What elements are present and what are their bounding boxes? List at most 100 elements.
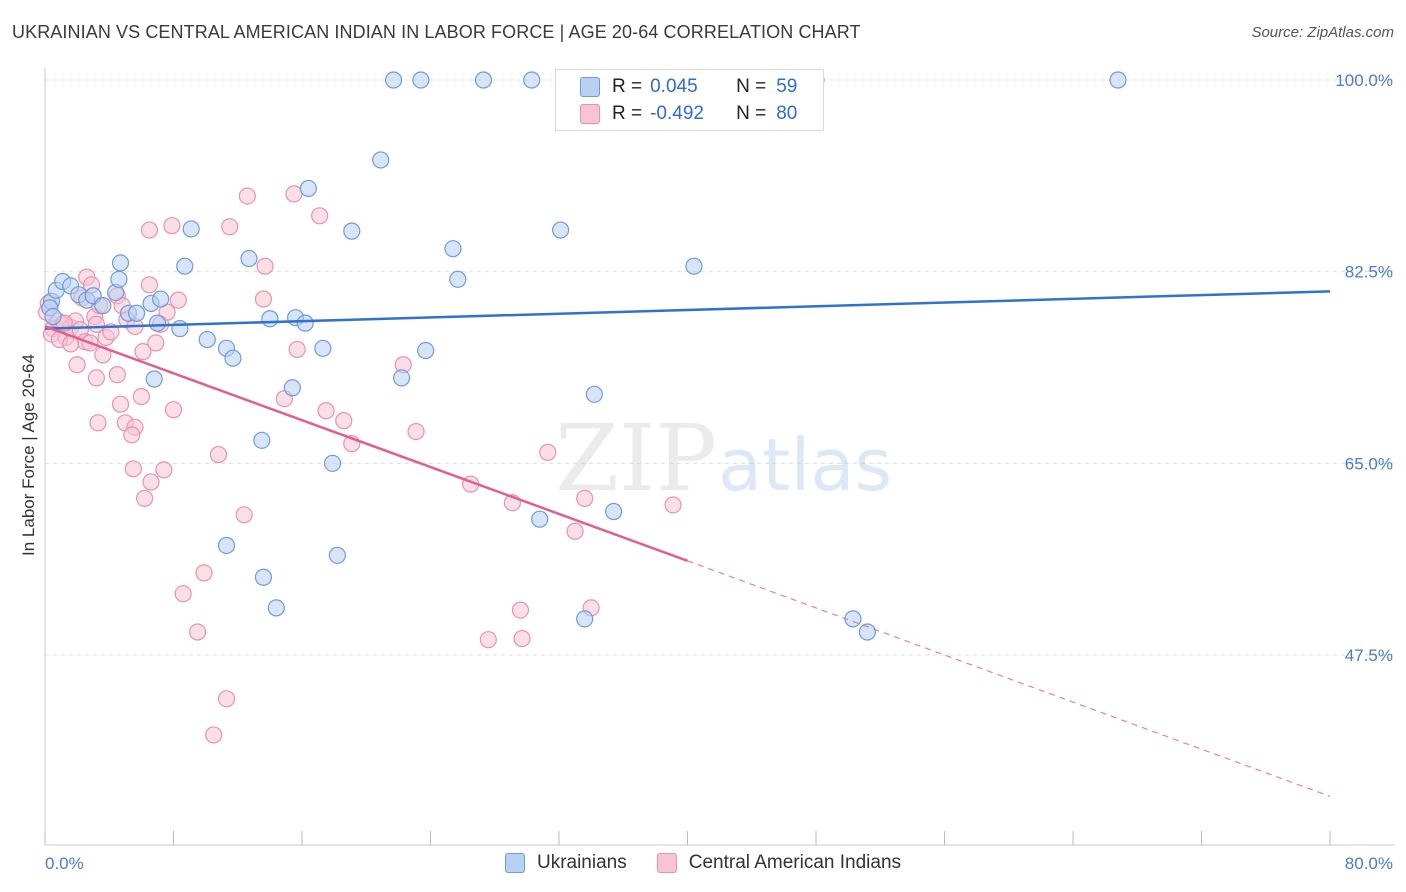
point-central-american-indians (317, 402, 335, 420)
point-central-american-indians (311, 207, 329, 225)
point-ukrainians (152, 290, 170, 308)
point-central-american-indians (111, 395, 130, 413)
point-central-american-indians (140, 221, 159, 239)
legend-r-label: R = (612, 103, 643, 124)
point-central-american-indians (134, 343, 152, 361)
series-ukrainians-points (41, 71, 1127, 641)
point-ukrainians (372, 151, 390, 169)
point-central-american-indians (195, 564, 213, 582)
point-ukrainians (110, 270, 128, 288)
point-central-american-indians (132, 387, 150, 406)
point-central-american-indians (108, 366, 126, 384)
point-ukrainians (444, 240, 462, 258)
point-central-american-indians (217, 690, 236, 708)
point-central-american-indians (221, 218, 239, 236)
point-ukrainians (474, 71, 493, 89)
point-ukrainians (145, 370, 163, 388)
point-ukrainians (392, 369, 411, 387)
point-ukrainians (323, 454, 342, 472)
point-central-american-indians (407, 422, 425, 441)
x-tick-label: 0.0% (45, 854, 84, 873)
point-central-american-indians (87, 369, 106, 387)
point-ukrainians (1109, 71, 1127, 89)
point-ukrainians (94, 297, 112, 315)
point-ukrainians (585, 385, 603, 403)
legend-label-ukrainians: Ukrainians (536, 852, 627, 873)
series-legend: Ukrainians Central American Indians (0, 852, 1406, 874)
legend-swatch-ukrainians (504, 853, 525, 873)
point-central-american-indians (174, 585, 192, 603)
point-ukrainians (552, 221, 570, 239)
point-central-american-indians (163, 217, 181, 235)
point-central-american-indians (155, 461, 173, 479)
point-ukrainians (296, 314, 314, 332)
point-ukrainians (224, 349, 242, 367)
point-central-american-indians (479, 631, 497, 649)
point-central-american-indians (68, 356, 86, 374)
point-central-american-indians (576, 489, 594, 507)
legend-swatch-central-american-indians (656, 853, 677, 873)
legend-row-ukrainians: R = 0.045 N = 59 (580, 75, 797, 99)
point-central-american-indians (256, 257, 274, 275)
point-ukrainians (267, 599, 285, 617)
point-central-american-indians (288, 340, 306, 359)
point-central-american-indians (89, 414, 107, 432)
point-ukrainians (299, 179, 318, 198)
point-ukrainians (384, 71, 403, 89)
legend-r-value: -0.492 (650, 103, 704, 124)
point-ukrainians (685, 257, 703, 275)
point-central-american-indians (188, 623, 207, 641)
point-ukrainians (254, 568, 273, 586)
point-central-american-indians (142, 473, 160, 491)
point-ukrainians (253, 431, 271, 449)
tick-labels: 47.5% 65.0% 82.5% 100.0% 0.0% 80.0% (45, 71, 1393, 873)
gridlines (45, 79, 1395, 656)
point-ukrainians (417, 341, 435, 360)
point-central-american-indians (664, 496, 682, 514)
point-ukrainians (412, 71, 430, 89)
point-central-american-indians (335, 412, 353, 430)
point-ukrainians (217, 536, 236, 555)
legend-r-label: R = (612, 76, 643, 97)
watermark-atlas: atlas (718, 423, 892, 507)
point-ukrainians (449, 270, 467, 288)
legend-n-label: N = (736, 76, 767, 97)
point-central-american-indians (566, 522, 584, 540)
trendline-ukrainians (44, 290, 1331, 330)
point-ukrainians (576, 610, 594, 628)
point-ukrainians (198, 330, 216, 349)
point-central-american-indians (285, 185, 303, 203)
legend-n-label: N = (736, 103, 767, 124)
legend-item-ukrainians: Ukrainians (504, 852, 627, 874)
point-ukrainians (148, 314, 167, 332)
point-ukrainians (176, 257, 194, 275)
point-central-american-indians (238, 187, 256, 205)
trendlines (44, 290, 1331, 797)
legend-row-central-american-indians: R = -0.492 N = 80 (580, 102, 797, 126)
point-central-american-indians (140, 276, 159, 294)
x-tick-label: 80.0% (1345, 854, 1393, 873)
point-ukrainians (261, 310, 279, 328)
point-ukrainians (171, 320, 189, 338)
point-central-american-indians (164, 401, 183, 419)
legend-n-value: 59 (776, 76, 798, 97)
legend-swatch-ukrainians (580, 77, 600, 97)
point-central-american-indians (511, 601, 530, 619)
source-label: Source: ZipAtlas.com (1251, 24, 1394, 41)
point-central-american-indians (169, 291, 187, 309)
legend-r-value: 0.045 (650, 76, 698, 97)
point-central-american-indians (123, 426, 141, 444)
y-tick-label: 65.0% (1345, 454, 1393, 473)
point-central-american-indians (235, 506, 253, 524)
point-ukrainians (523, 71, 541, 89)
point-ukrainians (858, 623, 877, 641)
point-central-american-indians (209, 445, 228, 464)
legend-item-central-american-indians: Central American Indians (656, 852, 901, 874)
point-central-american-indians (539, 443, 557, 461)
point-ukrainians (531, 510, 549, 528)
trendline-central-american-indians-extension (687, 560, 1331, 797)
point-central-american-indians (147, 334, 165, 352)
point-ukrainians (240, 249, 258, 268)
y-tick-label: 100.0% (1335, 71, 1393, 90)
